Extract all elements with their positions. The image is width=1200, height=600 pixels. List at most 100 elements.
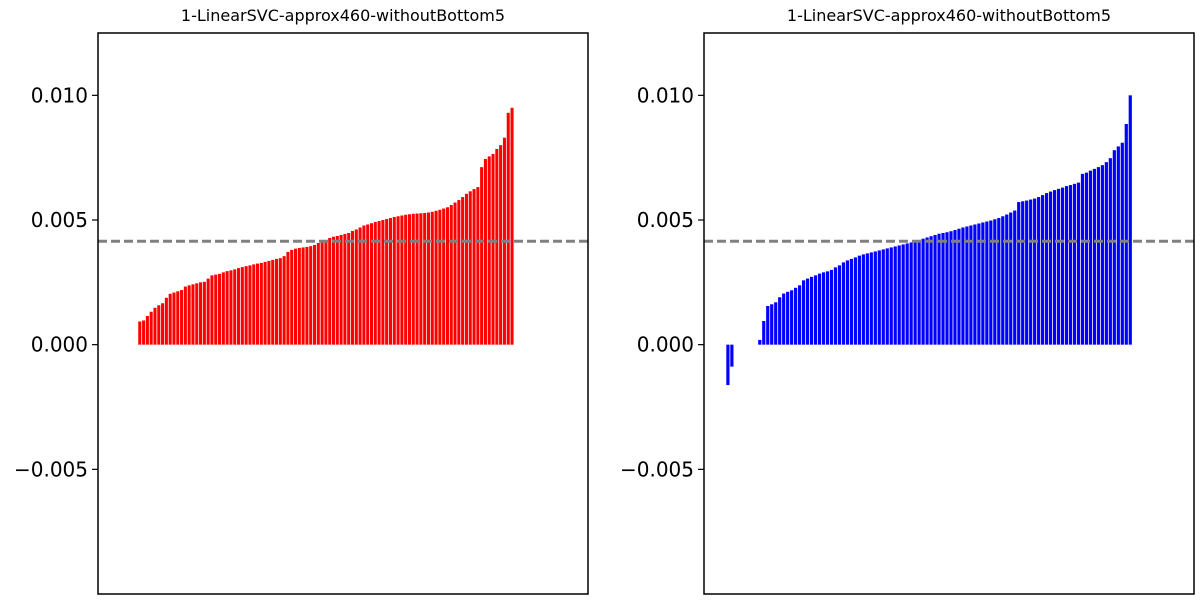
bar	[426, 212, 430, 345]
bar	[809, 276, 814, 345]
bar	[833, 267, 838, 345]
chart-panel-2: 1-LinearSVC-approx460-withoutBottom5 −0.0…	[620, 6, 1195, 595]
bar	[331, 236, 336, 345]
bar	[869, 252, 873, 345]
bar	[218, 273, 222, 345]
bar	[210, 275, 214, 345]
bar	[1128, 95, 1132, 345]
bar	[853, 257, 857, 345]
bar	[1005, 214, 1009, 345]
bar	[468, 191, 472, 345]
bar	[434, 210, 438, 345]
bar	[248, 265, 252, 345]
bar	[495, 148, 499, 345]
bar	[973, 224, 977, 345]
bar	[214, 274, 218, 345]
y-tick-label: 0.000	[637, 333, 694, 357]
bar	[396, 216, 400, 345]
bar	[782, 293, 786, 345]
bar	[730, 344, 734, 367]
bar	[350, 230, 355, 345]
bar	[407, 214, 411, 345]
bar	[290, 249, 294, 345]
bar	[301, 247, 305, 345]
bar	[237, 268, 241, 345]
bar	[985, 221, 989, 345]
bar	[1056, 188, 1061, 345]
bar	[476, 187, 480, 345]
bar	[981, 222, 985, 345]
bar	[442, 208, 446, 345]
bar	[1037, 197, 1041, 345]
bar	[1029, 199, 1033, 345]
bar	[901, 244, 905, 345]
bar	[138, 321, 142, 345]
bar	[957, 228, 961, 345]
bar	[464, 193, 468, 345]
bar	[263, 261, 267, 345]
bar	[1033, 198, 1037, 345]
bar	[381, 220, 385, 345]
bar	[161, 303, 165, 345]
bar	[1013, 210, 1017, 345]
bar	[762, 320, 766, 345]
bar	[328, 237, 332, 345]
bar	[774, 302, 778, 345]
bar	[206, 278, 210, 345]
bar	[256, 263, 260, 345]
bar	[487, 156, 491, 345]
bar	[877, 250, 881, 345]
bar	[917, 239, 921, 345]
bar	[1092, 168, 1096, 345]
chart-title: 1-LinearSVC-approx460-withoutBottom5	[181, 6, 505, 25]
bar	[461, 197, 465, 345]
bar	[1120, 142, 1124, 345]
y-tick-label: 0.010	[637, 83, 694, 107]
bar	[829, 269, 834, 345]
bar	[282, 256, 286, 345]
bar	[457, 200, 461, 345]
bar	[506, 112, 510, 345]
bar	[339, 234, 343, 345]
bar	[885, 248, 889, 345]
bar	[499, 145, 503, 345]
bar	[153, 307, 157, 345]
bar	[937, 233, 941, 345]
bar	[472, 189, 476, 345]
bar	[949, 231, 953, 345]
bar	[790, 290, 794, 345]
bar	[893, 246, 897, 345]
bar	[969, 225, 973, 345]
bar	[324, 239, 328, 345]
bar	[1060, 187, 1065, 345]
bar	[309, 246, 313, 345]
bar	[445, 207, 449, 345]
bar	[400, 215, 404, 345]
bar	[965, 226, 969, 345]
bar	[1052, 190, 1057, 345]
bar	[233, 269, 237, 345]
axes-frame	[703, 32, 1195, 595]
bar	[770, 304, 774, 345]
bar	[1048, 191, 1053, 345]
bar	[419, 213, 423, 345]
bar	[430, 211, 434, 345]
bar	[913, 241, 917, 345]
y-tick-label: −0.005	[14, 457, 88, 481]
bar	[385, 219, 389, 345]
bar	[945, 232, 949, 345]
bar	[1104, 162, 1108, 345]
y-tick-label: −0.005	[620, 457, 694, 481]
axes-frame	[97, 32, 589, 595]
bar	[267, 260, 271, 345]
bar	[813, 275, 818, 345]
bar	[195, 283, 199, 345]
bar	[176, 291, 180, 345]
bar	[993, 219, 997, 345]
bar	[180, 290, 184, 345]
bar	[1124, 124, 1128, 345]
bar	[252, 264, 256, 345]
bar	[873, 251, 877, 345]
bar	[1072, 183, 1077, 345]
bar	[157, 305, 161, 345]
